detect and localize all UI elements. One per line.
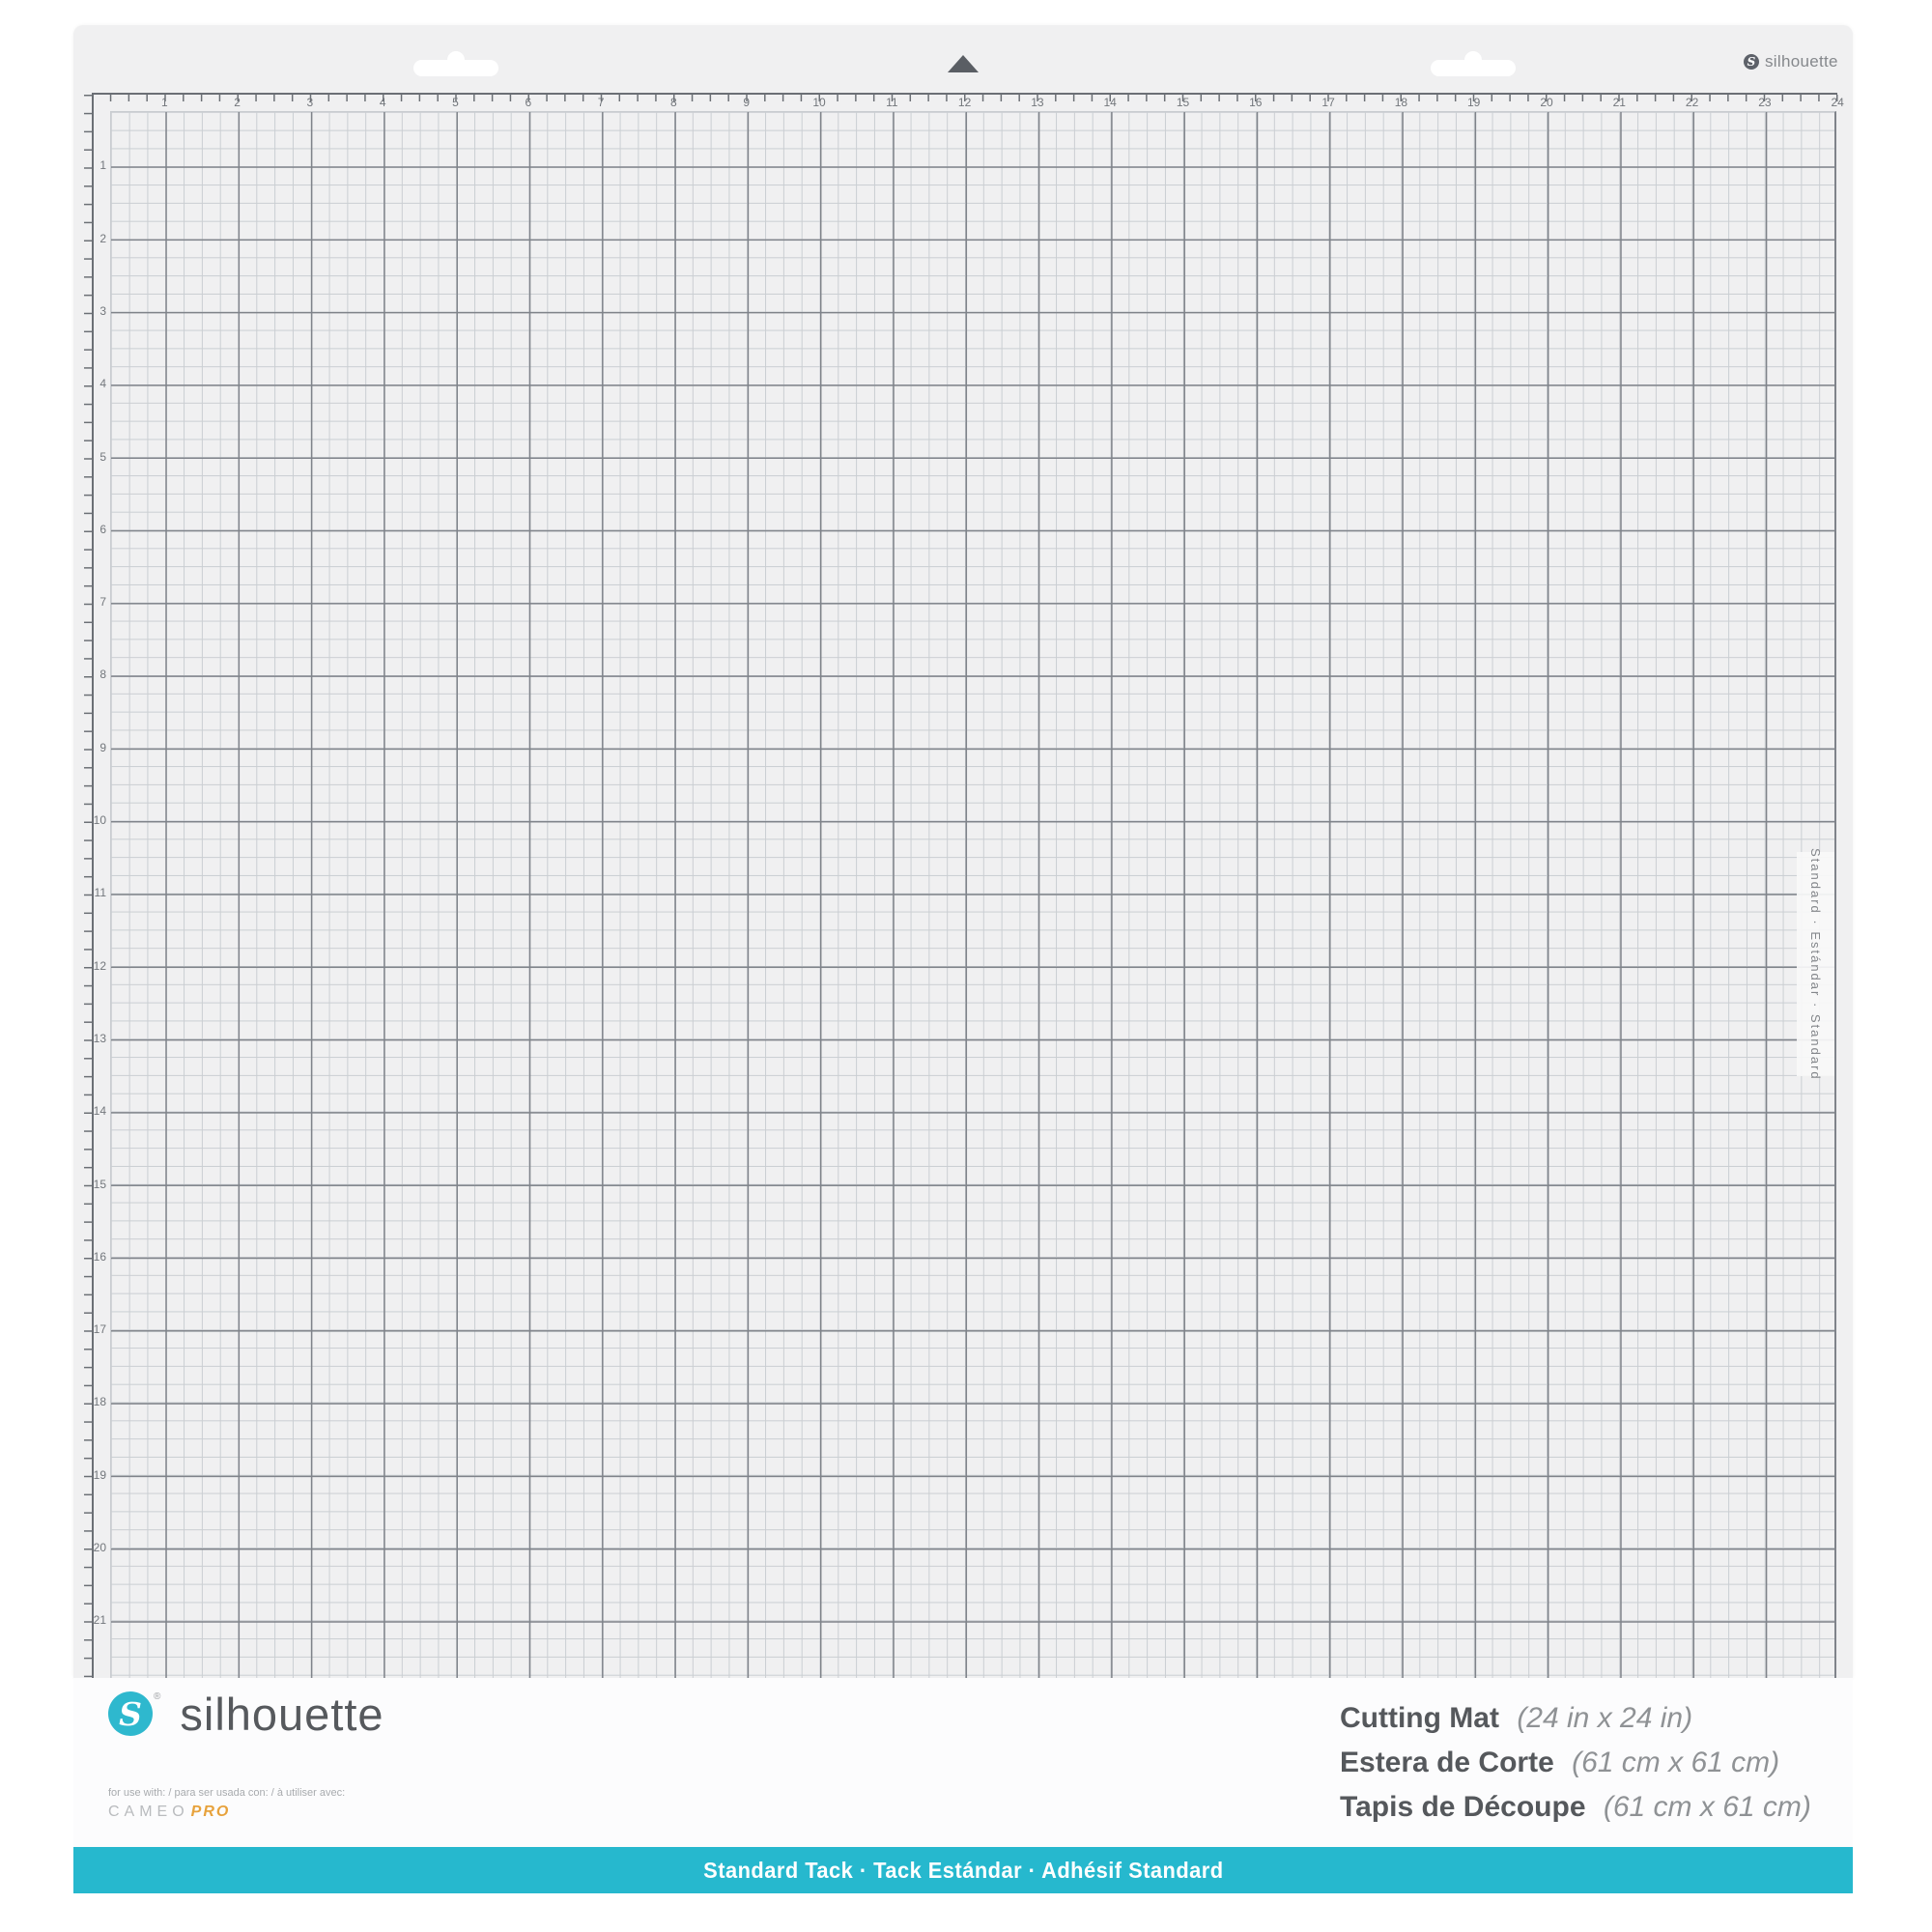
ruler-number: 12 (93, 958, 106, 973)
tack-type-bar: Standard Tack · Tack Estándar · Adhésif … (73, 1847, 1853, 1893)
ruler-number: 19 (1467, 96, 1481, 109)
ruler-number: 7 (99, 595, 106, 610)
product-size: (24 in x 24 in) (1517, 1702, 1693, 1734)
ruler-left-numbers: 1 2 3 4 5 6 7 8 9 10 11 12 13 14 15 16 17 18 19 20 21 (75, 93, 106, 1678)
ruler-number: 20 (93, 1541, 106, 1554)
machine-name: CAMEO (108, 1804, 189, 1820)
ruler-number: 2 (234, 96, 241, 109)
ruler-number: 14 (93, 1104, 106, 1119)
ruler-number: 11 (886, 96, 898, 109)
hang-tab-cutout (1431, 50, 1516, 76)
center-triangle-icon (948, 55, 979, 72)
ruler-number: 7 (597, 96, 605, 109)
product-size: (61 cm x 61 cm) (1603, 1791, 1811, 1823)
product-title-en: Cutting Mat (24 in x 24 in) (1340, 1696, 1811, 1741)
hang-tab-slot (1431, 60, 1516, 76)
compatibility-note: for use with: / para ser usada con: / à … (108, 1787, 346, 1799)
ruler-number: 8 (670, 96, 677, 109)
side-tack-label-text: Standard · Estándar · Standard (1808, 847, 1823, 1081)
ruler-number: 6 (525, 96, 532, 109)
side-tack-label: Standard · Estándar · Standard (1797, 848, 1834, 1080)
ruler-number: 4 (99, 377, 106, 391)
ruler-number: 5 (99, 449, 106, 464)
product-title-es: Estera de Corte (61 cm x 61 cm) (1340, 1741, 1811, 1785)
ruler-number: 16 (93, 1249, 106, 1264)
ruler-number: 21 (93, 1613, 106, 1628)
ruler-number: 18 (93, 1395, 106, 1409)
product-title-block: Cutting Mat (24 in x 24 in) Estera de Co… (1340, 1696, 1811, 1830)
brand-name-small: silhouette (1765, 52, 1838, 71)
ruler-number: 15 (93, 1177, 106, 1191)
product-size: (61 cm x 61 cm) (1572, 1747, 1780, 1778)
product-name: Tapis de Découpe (1340, 1791, 1586, 1823)
ruler-number: 11 (94, 886, 106, 900)
ruler-number: 9 (743, 96, 751, 109)
ruler-number: 3 (306, 96, 314, 109)
silhouette-monogram-icon: S (1744, 54, 1759, 70)
hang-tab-cutout (413, 50, 498, 76)
ruler-number: 3 (99, 303, 106, 318)
ruler-number: 16 (1249, 96, 1263, 109)
ruler-number: 1 (160, 96, 168, 109)
brand-logo-large: S ® silhouette (108, 1691, 384, 1738)
tack-type-text: Standard Tack · Tack Estándar · Adhésif … (702, 1857, 1224, 1883)
ruler-number: 1 (99, 158, 106, 173)
ruler-number: 10 (812, 96, 826, 109)
registered-mark: ® (154, 1691, 161, 1702)
ruler-number: 10 (93, 813, 106, 827)
product-name: Estera de Corte (1340, 1747, 1554, 1778)
ruler-number: 5 (452, 96, 459, 109)
ruler-number: 22 (1685, 96, 1699, 109)
machine-compatibility: CAMEO PRO (108, 1804, 230, 1821)
ruler-number: 17 (93, 1322, 106, 1337)
product-name: Cutting Mat (1340, 1702, 1499, 1734)
cutting-grid (110, 111, 1836, 1678)
hang-tab-slot (413, 60, 498, 76)
machine-suffix: PRO (190, 1804, 231, 1820)
ruler-number: 13 (93, 1031, 106, 1045)
ruler-number: 15 (1176, 96, 1190, 109)
ruler-ticks-left (84, 95, 92, 1678)
ruler-number: 23 (1758, 96, 1772, 109)
ruler-number: 21 (1612, 96, 1626, 109)
brand-name-large: silhouette (180, 1689, 384, 1740)
ruler-number: 24 (1831, 96, 1844, 109)
ruler-number: 17 (1321, 96, 1335, 109)
ruler-number: 13 (1031, 96, 1044, 109)
ruler-number: 2 (99, 231, 106, 245)
product-title-fr: Tapis de Découpe (61 cm x 61 cm) (1340, 1785, 1811, 1830)
ruler-number: 6 (99, 522, 106, 536)
silhouette-monogram-icon: S (108, 1691, 153, 1736)
ruler-spine (92, 93, 1837, 1678)
ruler-number: 4 (379, 96, 386, 109)
brand-logo-small: S silhouette (1744, 52, 1838, 71)
ruler-number: 12 (957, 96, 972, 109)
ruler-number: 19 (93, 1467, 106, 1482)
ruler-number: 14 (1103, 96, 1117, 109)
ruler-number: 20 (1540, 96, 1553, 109)
ruler-top-numbers: 1 2 3 4 5 6 7 8 9 10 11 12 13 14 15 16 17 18 19 20 21 22 23 24 (92, 96, 1844, 109)
ruler-number: 8 (99, 668, 106, 682)
ruler-number: 9 (99, 740, 106, 754)
ruler-number: 18 (1394, 96, 1408, 109)
label-panel (73, 1678, 1853, 1847)
ruler-ticks-top (92, 95, 1838, 101)
